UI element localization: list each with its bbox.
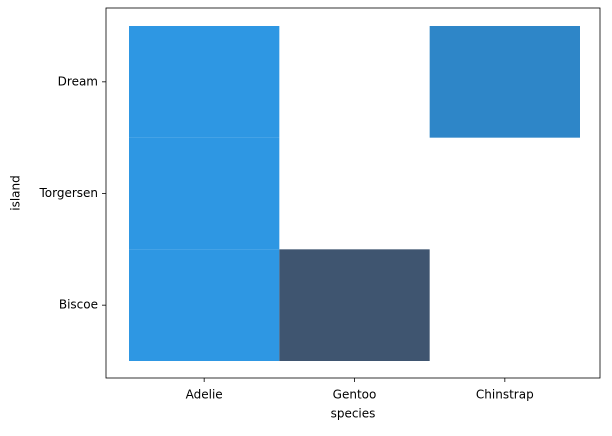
cell xyxy=(279,249,430,361)
cell xyxy=(129,249,280,361)
x-tick-label: Chinstrap xyxy=(476,388,534,402)
cell xyxy=(129,137,280,250)
x-tick-label: Gentoo xyxy=(333,388,377,402)
plot-frame xyxy=(105,7,601,379)
y-tick-label: Torgersen xyxy=(38,186,98,200)
y-tick-label: Biscoe xyxy=(59,298,98,312)
cell xyxy=(429,26,580,138)
x-tick-label: Adelie xyxy=(186,388,223,402)
y-axis-label: island xyxy=(9,175,23,211)
cell xyxy=(129,26,280,138)
x-axis-label: species xyxy=(331,407,376,421)
y-tick-label: Dream xyxy=(58,74,98,88)
